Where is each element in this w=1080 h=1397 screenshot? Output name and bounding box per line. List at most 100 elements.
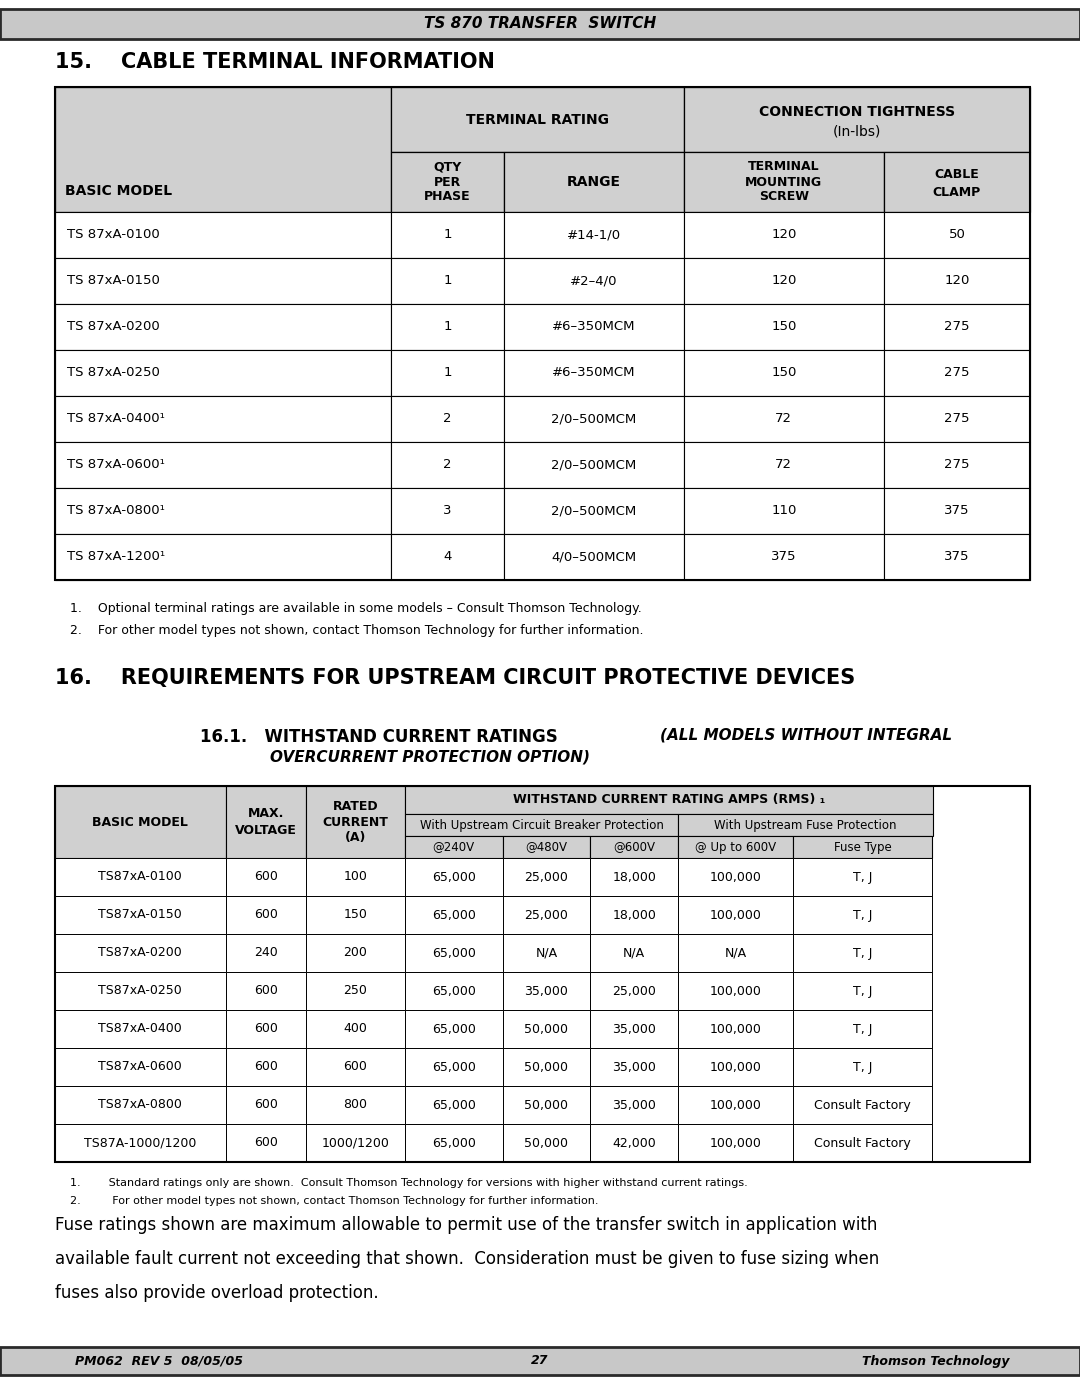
Bar xyxy=(883,212,1030,258)
Bar xyxy=(55,858,226,895)
Text: 27: 27 xyxy=(531,1355,549,1368)
Text: 16.1.   WITHSTAND CURRENT RATINGS: 16.1. WITHSTAND CURRENT RATINGS xyxy=(200,728,564,746)
Text: 72: 72 xyxy=(775,458,793,472)
Bar xyxy=(678,1010,793,1048)
Bar xyxy=(502,895,591,935)
Bar xyxy=(684,258,883,305)
Text: 1.    Optional terminal ratings are available in some models – Consult Thomson T: 1. Optional terminal ratings are availab… xyxy=(70,602,642,615)
Bar xyxy=(502,835,591,858)
Text: TS87xA-0250: TS87xA-0250 xyxy=(98,985,183,997)
Text: CURRENT: CURRENT xyxy=(322,816,388,828)
Text: T, J: T, J xyxy=(853,908,873,922)
Bar xyxy=(883,395,1030,441)
Text: 35,000: 35,000 xyxy=(525,985,568,997)
Text: 25,000: 25,000 xyxy=(525,908,568,922)
Bar xyxy=(391,351,503,395)
Bar xyxy=(226,858,306,895)
Text: TS87xA-0150: TS87xA-0150 xyxy=(98,908,183,922)
Text: 1: 1 xyxy=(443,320,451,334)
Bar xyxy=(55,395,391,441)
Bar xyxy=(678,935,793,972)
Bar xyxy=(591,935,678,972)
Text: #2–4/0: #2–4/0 xyxy=(570,274,618,288)
Text: 275: 275 xyxy=(944,412,970,426)
Bar xyxy=(684,395,883,441)
Text: 100: 100 xyxy=(343,870,367,883)
Bar xyxy=(503,441,684,488)
Text: @240V: @240V xyxy=(433,841,475,854)
Text: N/A: N/A xyxy=(623,947,645,960)
Bar xyxy=(405,835,502,858)
Bar xyxy=(226,972,306,1010)
Bar xyxy=(306,1048,405,1085)
Text: 200: 200 xyxy=(343,947,367,960)
Text: 65,000: 65,000 xyxy=(432,947,475,960)
Bar xyxy=(226,895,306,935)
Text: 50,000: 50,000 xyxy=(525,1060,568,1073)
Text: 16.    REQUIREMENTS FOR UPSTREAM CIRCUIT PROTECTIVE DEVICES: 16. REQUIREMENTS FOR UPSTREAM CIRCUIT PR… xyxy=(55,668,855,687)
Bar xyxy=(55,787,1030,1162)
Text: 2.    For other model types not shown, contact Thomson Technology for further in: 2. For other model types not shown, cont… xyxy=(70,624,644,637)
Bar xyxy=(678,814,932,835)
Bar xyxy=(684,212,883,258)
Text: (ALL MODELS WITHOUT INTEGRAL: (ALL MODELS WITHOUT INTEGRAL xyxy=(660,728,953,743)
Bar xyxy=(55,1085,226,1125)
Bar xyxy=(391,534,503,580)
Bar xyxy=(55,787,226,858)
Bar xyxy=(391,258,503,305)
Text: 600: 600 xyxy=(254,1060,278,1073)
Bar xyxy=(503,395,684,441)
Text: 65,000: 65,000 xyxy=(432,1060,475,1073)
Bar xyxy=(55,1010,226,1048)
Text: #6–350MCM: #6–350MCM xyxy=(552,320,635,334)
Text: 100,000: 100,000 xyxy=(710,1137,761,1150)
Bar xyxy=(793,1048,932,1085)
Text: TERMINAL: TERMINAL xyxy=(748,161,820,173)
Bar xyxy=(55,895,226,935)
Text: TS87xA-0200: TS87xA-0200 xyxy=(98,947,183,960)
Bar xyxy=(678,835,793,858)
Text: 150: 150 xyxy=(343,908,367,922)
Text: 2: 2 xyxy=(443,458,451,472)
Bar xyxy=(503,305,684,351)
Text: N/A: N/A xyxy=(725,947,746,960)
Text: 150: 150 xyxy=(771,320,797,334)
Bar xyxy=(591,835,678,858)
Text: 65,000: 65,000 xyxy=(432,985,475,997)
Bar xyxy=(55,258,391,305)
Bar xyxy=(591,1125,678,1162)
Text: WITHSTAND CURRENT RATING AMPS (RMS) ₁: WITHSTAND CURRENT RATING AMPS (RMS) ₁ xyxy=(513,793,825,806)
Text: 50,000: 50,000 xyxy=(525,1137,568,1150)
Bar xyxy=(503,258,684,305)
Bar xyxy=(684,152,883,212)
Bar xyxy=(226,1085,306,1125)
Bar xyxy=(883,488,1030,534)
Bar xyxy=(405,814,678,835)
Text: 1.        Standard ratings only are shown.  Consult Thomson Technology for versi: 1. Standard ratings only are shown. Cons… xyxy=(70,1178,747,1187)
Bar xyxy=(793,835,932,858)
Text: TS 870 TRANSFER  SWITCH: TS 870 TRANSFER SWITCH xyxy=(423,17,657,32)
Bar xyxy=(793,895,932,935)
Bar xyxy=(678,1048,793,1085)
Text: 50,000: 50,000 xyxy=(525,1098,568,1112)
Text: 2/0–500MCM: 2/0–500MCM xyxy=(551,412,636,426)
Bar xyxy=(391,152,503,212)
Text: 4: 4 xyxy=(443,550,451,563)
Bar xyxy=(591,858,678,895)
Text: 35,000: 35,000 xyxy=(612,1098,656,1112)
Text: 2/0–500MCM: 2/0–500MCM xyxy=(551,504,636,517)
Text: TS 87xA-0100: TS 87xA-0100 xyxy=(67,229,160,242)
Text: TS 87xA-0600¹: TS 87xA-0600¹ xyxy=(67,458,165,472)
Text: CONNECTION TIGHTNESS: CONNECTION TIGHTNESS xyxy=(759,105,955,119)
Bar xyxy=(306,935,405,972)
Text: 240: 240 xyxy=(254,947,278,960)
Bar xyxy=(503,351,684,395)
Text: With Upstream Fuse Protection: With Upstream Fuse Protection xyxy=(714,819,896,831)
Text: Fuse ratings shown are maximum allowable to permit use of the transfer switch in: Fuse ratings shown are maximum allowable… xyxy=(55,1215,877,1234)
Bar xyxy=(405,972,502,1010)
Bar xyxy=(55,935,226,972)
Text: 35,000: 35,000 xyxy=(612,1023,656,1035)
Bar xyxy=(502,935,591,972)
Text: OVERCURRENT PROTECTION OPTION): OVERCURRENT PROTECTION OPTION) xyxy=(270,750,590,766)
Bar xyxy=(684,534,883,580)
